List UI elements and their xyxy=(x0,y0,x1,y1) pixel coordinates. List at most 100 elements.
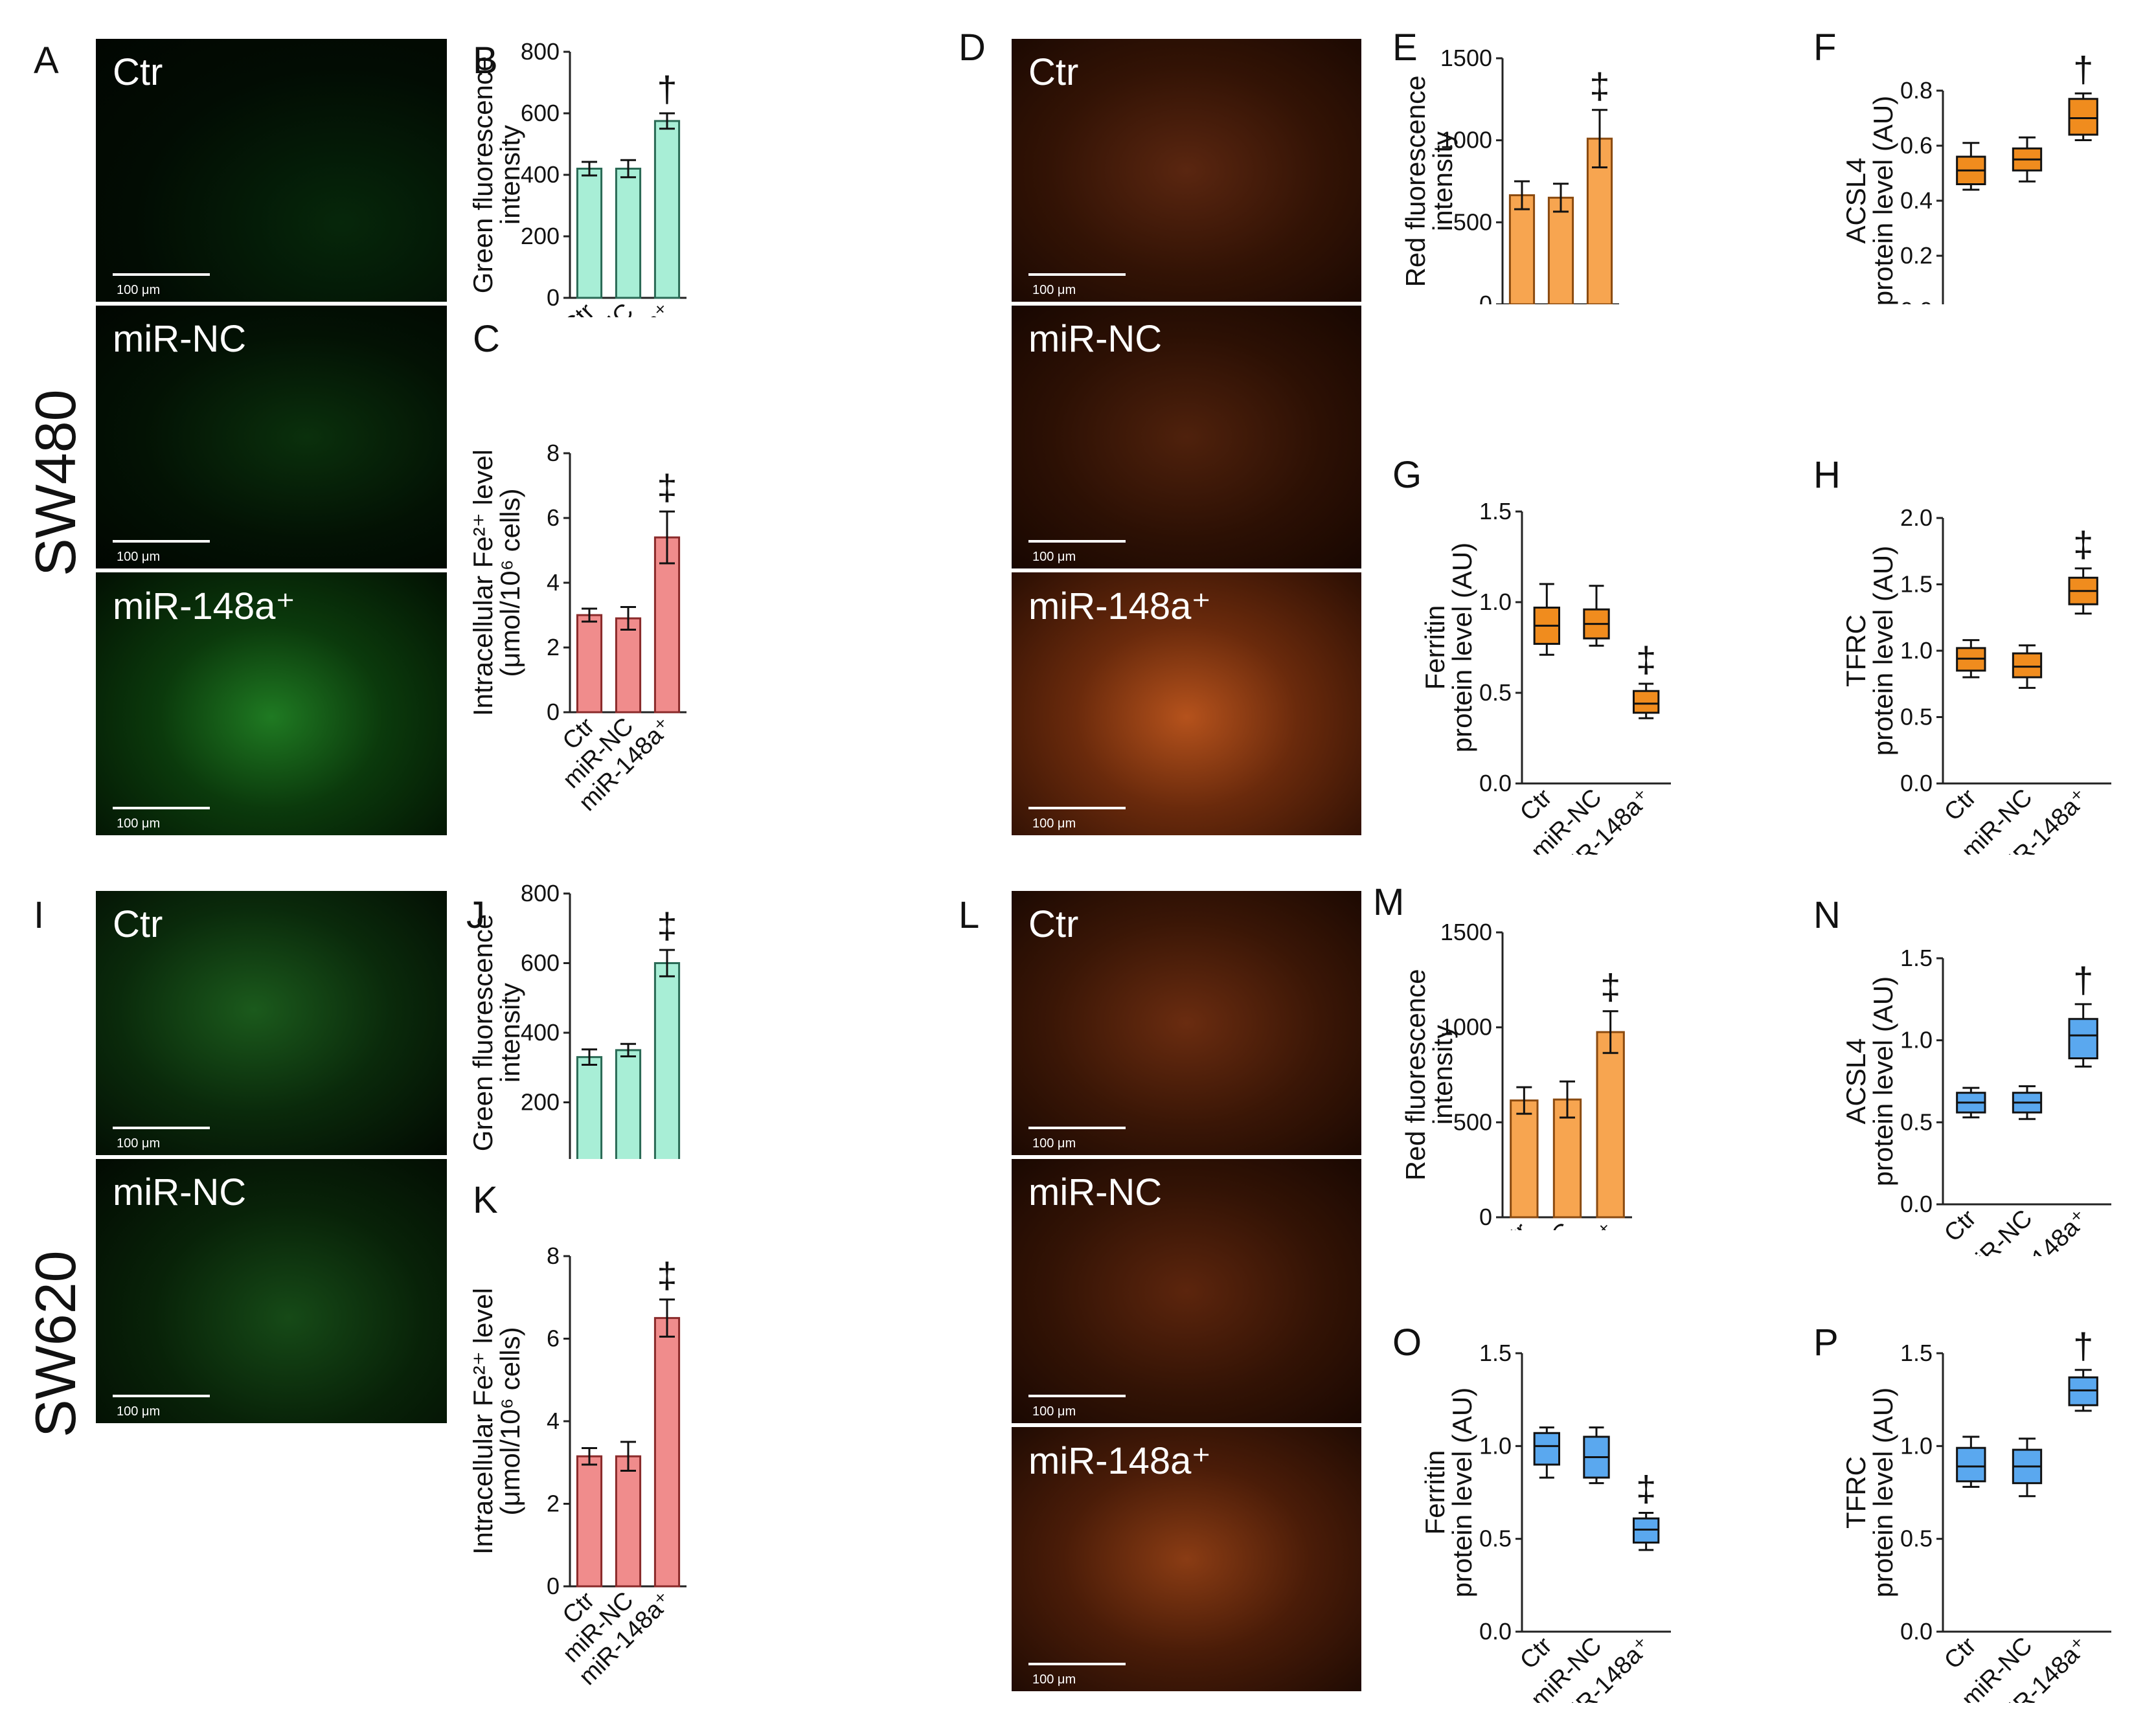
panel-letter-d: D xyxy=(959,27,986,69)
y-tick-label: 0.0 xyxy=(1900,297,1933,304)
y-axis-label: (μmol/10⁶ cells) xyxy=(495,488,525,677)
y-tick-label: 0.0 xyxy=(1900,1191,1933,1217)
y-axis-label: protein level (AU) xyxy=(1868,976,1898,1186)
y-tick-label: 2.0 xyxy=(1900,504,1933,531)
y-tick-label: 2 xyxy=(547,634,560,660)
y-tick-label: 0.0 xyxy=(1479,1618,1512,1645)
y-tick-label: 400 xyxy=(521,1019,560,1046)
cell-line-label-sw620: SW620 xyxy=(23,1250,87,1437)
bar xyxy=(576,1455,603,1588)
y-tick-label: 0 xyxy=(547,1158,560,1159)
y-tick-label: 6 xyxy=(547,1325,560,1352)
significance-mark: ‡ xyxy=(1589,65,1609,106)
scale-bar-label: 100 μm xyxy=(1032,283,1076,297)
y-axis-label: protein level (AU) xyxy=(1447,1388,1477,1597)
y-tick-label: 200 xyxy=(521,1089,560,1116)
y-tick-label: 600 xyxy=(521,950,560,976)
y-axis-label: intensity xyxy=(495,125,525,225)
scale-bar xyxy=(113,540,210,543)
scale-bar-label: 100 μm xyxy=(117,550,161,564)
micrograph-sw620-red-mir-nc: miR-NC 100 μm xyxy=(1012,1159,1361,1423)
micrograph-label: miR-148a⁺ xyxy=(113,585,296,627)
x-tick-label: Ctr xyxy=(1939,783,1982,826)
scale-bar xyxy=(113,1663,210,1665)
panel-letter-f: F xyxy=(1813,27,1837,69)
y-tick-label: 0.5 xyxy=(1900,1525,1933,1552)
y-tick-label: 0 xyxy=(547,699,560,725)
scale-bar xyxy=(113,1127,210,1129)
scale-bar xyxy=(113,273,210,276)
panel-letter-e: E xyxy=(1392,27,1418,69)
y-tick-label: 500 xyxy=(1453,208,1492,235)
bar xyxy=(653,962,681,1159)
y-axis-label: TFRC xyxy=(1841,614,1871,687)
y-tick-label: 1500 xyxy=(1440,45,1492,71)
scale-bar xyxy=(1028,273,1126,276)
panel-letter-o: O xyxy=(1392,1322,1422,1364)
significance-mark: ‡ xyxy=(657,905,677,946)
scale-bar-label: 100 μm xyxy=(117,283,161,297)
y-tick-label: 0.2 xyxy=(1900,242,1933,269)
panel-letter-p: P xyxy=(1813,1322,1839,1364)
y-tick-label: 500 xyxy=(1453,1108,1492,1135)
scale-bar-label: 100 μm xyxy=(1032,1136,1076,1151)
micrograph-label: miR-NC xyxy=(1028,318,1163,360)
y-axis-label: Red fluorescence xyxy=(1400,969,1431,1181)
scale-bar-label: 100 μm xyxy=(1032,816,1076,831)
micrograph-sw620-green-mir-148a: miR-148a⁺ 100 μm xyxy=(96,1427,447,1691)
significance-mark: ‡ xyxy=(657,1255,677,1296)
bar xyxy=(1508,194,1536,304)
bar xyxy=(1552,1098,1582,1219)
panel-letter-k: K xyxy=(473,1179,498,1221)
scale-bar xyxy=(1028,1663,1126,1665)
bar xyxy=(653,536,681,714)
micrograph-sw480-red-mir-148a: miR-148a⁺ 100 μm xyxy=(1012,572,1361,835)
significance-mark: ‡ xyxy=(1636,639,1656,680)
y-axis-label: intensity xyxy=(1427,1025,1458,1125)
bar xyxy=(615,1049,642,1159)
micrograph-label: Ctr xyxy=(1028,51,1079,93)
bar xyxy=(615,617,642,714)
micrograph-label: miR-148a⁺ xyxy=(1028,585,1212,627)
micrograph-sw620-red-ctr: Ctr 100 μm xyxy=(1012,891,1361,1155)
micrograph-sw480-green-mir-nc: miR-NC 100 μm xyxy=(96,306,447,568)
y-tick-label: 0.0 xyxy=(1900,1618,1933,1645)
y-axis-label: ACSL4 xyxy=(1841,157,1871,243)
micrograph-label: miR-NC xyxy=(113,318,247,360)
y-axis-label: TFRC xyxy=(1841,1456,1871,1529)
y-tick-label: 1.0 xyxy=(1900,637,1933,664)
chart-k: 0 2 4 6 8 Intracellular Fe²⁺ level(μmol/10⁶ c… xyxy=(473,1243,687,1691)
y-axis-label: protein level (AU) xyxy=(1447,543,1477,752)
box xyxy=(2068,98,2098,136)
micrograph-label: Ctr xyxy=(113,903,163,945)
bar xyxy=(576,168,603,299)
y-tick-label: 1.0 xyxy=(1900,1432,1933,1459)
bar xyxy=(653,1317,681,1588)
bar xyxy=(1510,1099,1539,1219)
cell-line-label-sw480: SW480 xyxy=(23,389,87,576)
scale-bar-label: 100 μm xyxy=(1032,550,1076,564)
y-tick-label: 1.0 xyxy=(1900,1027,1933,1053)
y-tick-label: 0.5 xyxy=(1479,1525,1512,1552)
y-tick-label: 200 xyxy=(521,223,560,249)
micrograph-sw480-green-ctr: Ctr 100 μm xyxy=(96,39,447,302)
micrograph-label: miR-148a⁺ xyxy=(113,1440,296,1482)
micrograph-label: Ctr xyxy=(1028,903,1079,945)
y-tick-label: 0 xyxy=(1479,291,1492,304)
panel-letter-a: A xyxy=(34,39,59,82)
panel-letter-h: H xyxy=(1813,454,1841,496)
micrograph-sw620-red-mir-148a: miR-148a⁺ 100 μm xyxy=(1012,1427,1361,1691)
scale-bar xyxy=(113,1395,210,1397)
significance-mark: † xyxy=(657,69,677,109)
scale-bar xyxy=(1028,807,1126,809)
scale-bar-label: 100 μm xyxy=(1032,1404,1076,1419)
y-tick-label: 1.0 xyxy=(1479,1432,1512,1459)
significance-mark: ‡ xyxy=(657,467,677,508)
y-tick-label: 1.5 xyxy=(1900,945,1933,971)
